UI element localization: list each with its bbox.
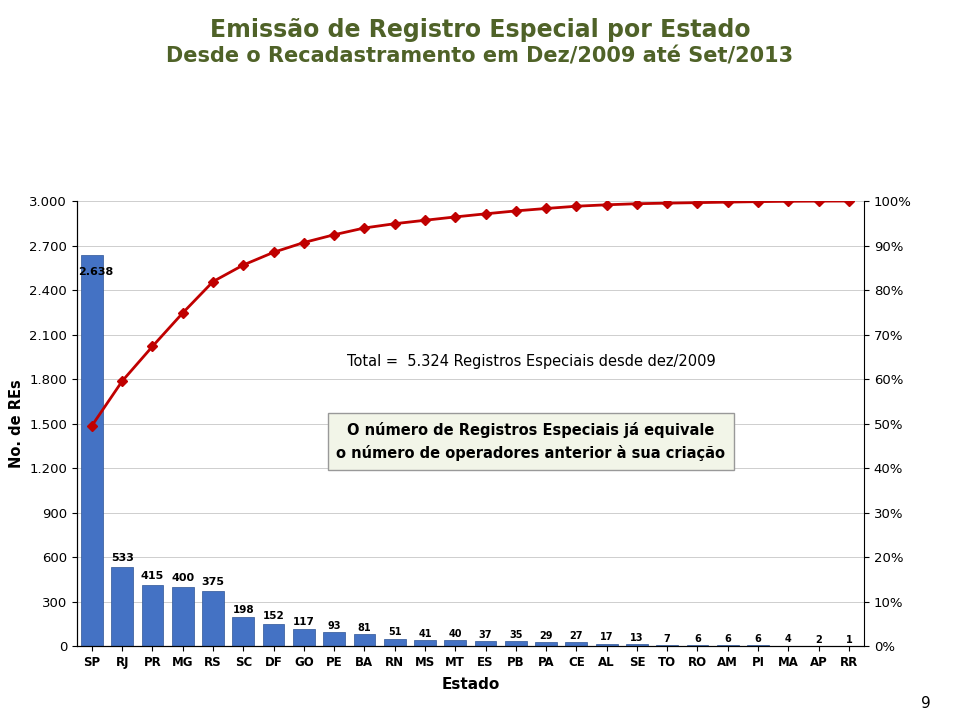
Text: Desde o Recadastramento em Dez/2009 até Set/2013: Desde o Recadastramento em Dez/2009 até … (166, 47, 794, 67)
Text: O número de Registros Especiais já equivale
o número de operadores anterior à su: O número de Registros Especiais já equiv… (336, 421, 726, 462)
Bar (384, 638, 406, 646)
Bar (172, 587, 194, 646)
Text: 93: 93 (327, 621, 341, 631)
Bar (565, 642, 588, 646)
Bar (111, 567, 133, 646)
X-axis label: Estado: Estado (442, 677, 499, 692)
Bar (293, 629, 315, 646)
Text: 198: 198 (232, 605, 254, 615)
Text: 415: 415 (141, 571, 164, 581)
Bar (505, 641, 527, 646)
Text: 533: 533 (110, 554, 133, 564)
Text: 6: 6 (755, 634, 761, 644)
Text: 27: 27 (569, 631, 583, 641)
Text: 81: 81 (358, 623, 372, 633)
Text: 17: 17 (600, 633, 613, 643)
Text: 400: 400 (171, 573, 194, 583)
Bar (747, 645, 769, 646)
Y-axis label: No. de REs: No. de REs (9, 379, 24, 468)
Text: 6: 6 (725, 634, 732, 644)
Text: 6: 6 (694, 634, 701, 644)
Text: 9: 9 (922, 696, 931, 711)
Text: 152: 152 (263, 612, 284, 621)
Bar (444, 640, 467, 646)
Bar (353, 634, 375, 646)
Text: 13: 13 (630, 633, 643, 643)
Bar (474, 640, 496, 646)
Text: 51: 51 (388, 628, 401, 638)
Text: 375: 375 (202, 577, 225, 587)
Text: 29: 29 (540, 630, 553, 640)
Bar (535, 642, 557, 646)
Text: 7: 7 (663, 634, 671, 644)
Bar (324, 633, 345, 646)
Text: 2.638: 2.638 (79, 266, 113, 276)
Bar (414, 640, 436, 646)
Text: Total =  5.324 Registros Especiais desde dez/2009: Total = 5.324 Registros Especiais desde … (347, 354, 715, 369)
Bar (657, 645, 678, 646)
Bar (596, 643, 617, 646)
Text: 41: 41 (419, 629, 432, 639)
Bar (81, 255, 103, 646)
Bar (203, 590, 224, 646)
Bar (232, 617, 254, 646)
Bar (263, 624, 284, 646)
Text: 37: 37 (479, 630, 492, 640)
Bar (626, 644, 648, 646)
Text: 117: 117 (293, 617, 315, 627)
Text: 40: 40 (448, 629, 462, 639)
Text: 4: 4 (785, 635, 792, 645)
Text: 2: 2 (815, 635, 822, 645)
Text: 1: 1 (846, 635, 852, 645)
Text: Emissão de Registro Especial por Estado: Emissão de Registro Especial por Estado (209, 18, 751, 42)
Bar (141, 584, 163, 646)
Text: 35: 35 (509, 630, 522, 640)
Bar (686, 645, 708, 646)
Bar (717, 645, 738, 646)
